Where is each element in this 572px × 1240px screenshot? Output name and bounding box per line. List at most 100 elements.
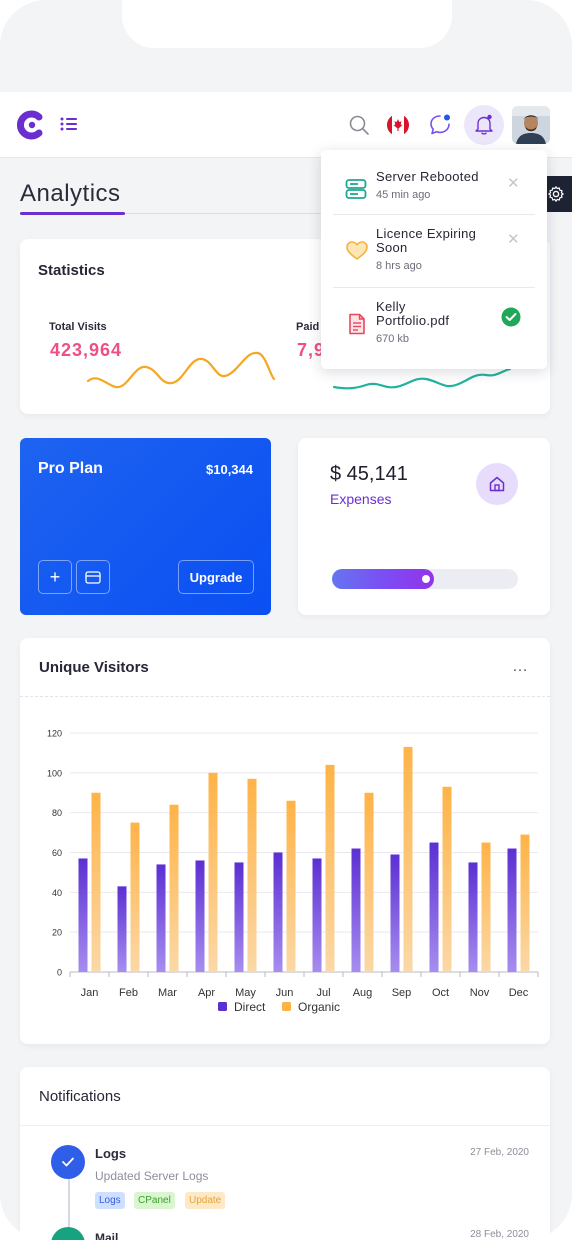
close-icon[interactable]: ✕ xyxy=(507,175,520,192)
dropdown-separator xyxy=(333,287,535,288)
notification-subtitle: Updated Server Logs xyxy=(95,1169,209,1183)
notifications-divider xyxy=(20,1125,550,1126)
legend-label-direct: Direct xyxy=(234,1000,266,1014)
bar-organic xyxy=(442,786,452,972)
more-options-button[interactable]: … xyxy=(512,658,529,675)
y-tick-label: 80 xyxy=(52,808,62,818)
bar-organic xyxy=(403,746,413,972)
x-tick-label: Feb xyxy=(119,987,138,999)
search-button[interactable] xyxy=(342,108,376,142)
expenses-label: Expenses xyxy=(330,491,392,507)
notification-date-mail: 28 Feb, 2020 xyxy=(470,1229,529,1240)
expenses-card: $ 45,141 Expenses xyxy=(298,438,550,615)
title-underline xyxy=(20,212,125,215)
home-icon xyxy=(489,476,505,492)
credit-card-icon xyxy=(85,570,101,584)
home-button[interactable] xyxy=(476,463,518,505)
phone-notch xyxy=(122,0,452,48)
card-divider xyxy=(20,696,550,697)
bar-direct xyxy=(195,860,205,972)
x-tick-label: Jan xyxy=(81,987,99,999)
x-tick-label: Oct xyxy=(432,987,449,999)
notifications-button[interactable] xyxy=(464,105,504,145)
bar-direct xyxy=(78,858,88,972)
dropdown-item-title-cont: Soon xyxy=(376,240,408,255)
bar-direct xyxy=(312,858,322,972)
expenses-progress-fill xyxy=(332,569,435,589)
total-visits-sparkline xyxy=(86,351,276,389)
dropdown-item-server[interactable]: Server Rebooted 45 min ago ✕ xyxy=(333,164,535,214)
logo-icon[interactable] xyxy=(17,110,47,140)
x-tick-label: Mar xyxy=(158,987,177,999)
avatar[interactable] xyxy=(512,106,550,144)
dropdown-item-licence[interactable]: Licence Expiring Soon 8 hrs ago ✕ xyxy=(333,222,535,286)
bar-organic xyxy=(481,842,491,972)
bar-organic xyxy=(325,764,335,972)
total-visits-value: 423,964 xyxy=(50,340,123,360)
bar-direct xyxy=(117,886,127,972)
bar-direct xyxy=(156,864,166,972)
expenses-value: $ 45,141 xyxy=(330,463,408,485)
card-button[interactable] xyxy=(76,560,110,594)
tag-logs[interactable]: Logs xyxy=(95,1192,125,1209)
legend-label-organic: Organic xyxy=(298,1000,340,1014)
bar-organic xyxy=(520,834,530,972)
tag-cpanel[interactable]: CPanel xyxy=(134,1192,175,1209)
dropdown-item-time: 8 hrs ago xyxy=(376,260,422,272)
dropdown-separator xyxy=(333,214,535,215)
dropdown-item-time: 45 min ago xyxy=(376,189,431,201)
x-tick-label: Jul xyxy=(316,987,330,999)
bar-direct xyxy=(429,842,439,972)
bar-organic xyxy=(364,792,374,972)
unique-visitors-title: Unique Visitors xyxy=(39,659,149,676)
notifications-dropdown: Server Rebooted 45 min ago ✕ Licence Exp… xyxy=(321,150,547,369)
x-tick-label: Aug xyxy=(353,987,373,999)
y-tick-label: 60 xyxy=(52,848,62,858)
unique-visitors-card: Unique Visitors … 0 20 40 60 80 100 120 Jan Feb M… xyxy=(20,638,550,1044)
pro-plan-price: $10,344 xyxy=(206,462,253,477)
server-icon xyxy=(345,179,367,199)
notifications-card: Notifications Logs Updated Server Logs 2… xyxy=(20,1067,550,1240)
add-button[interactable]: + xyxy=(38,560,72,594)
y-tick-label: 100 xyxy=(47,768,62,778)
pro-plan-card: Pro Plan $10,344 + Upgrade xyxy=(20,438,271,615)
language-button[interactable] xyxy=(381,108,415,142)
tag-update[interactable]: Update xyxy=(185,1192,226,1209)
timeline-dot-logs xyxy=(51,1145,85,1179)
x-tick-label: Sep xyxy=(392,987,412,999)
expenses-progress xyxy=(332,569,518,589)
pro-plan-title: Pro Plan xyxy=(38,460,103,477)
upgrade-button[interactable]: Upgrade xyxy=(178,560,254,594)
top-navbar xyxy=(0,92,572,158)
expenses-progress-knob xyxy=(422,575,431,583)
legend-swatch-organic xyxy=(282,1002,291,1011)
close-icon[interactable]: ✕ xyxy=(507,231,520,248)
x-tick-label: Apr xyxy=(198,987,215,999)
x-tick-label: Nov xyxy=(470,987,490,999)
notification-date: 27 Feb, 2020 xyxy=(470,1147,529,1158)
y-tick-label: 20 xyxy=(52,928,62,938)
x-tick-label: Jun xyxy=(276,987,294,999)
gear-icon xyxy=(548,186,564,202)
dropdown-item-title: Kelly xyxy=(376,299,406,314)
timeline-line xyxy=(68,1167,70,1240)
bar-direct xyxy=(234,862,244,972)
bar-direct xyxy=(351,848,361,972)
statistics-title: Statistics xyxy=(38,262,105,279)
x-tick-label: Dec xyxy=(509,987,529,999)
title-divider xyxy=(125,213,345,214)
menu-icon[interactable] xyxy=(60,116,78,132)
heart-icon xyxy=(346,241,368,260)
timeline-dot-mail xyxy=(51,1227,85,1240)
chat-icon xyxy=(430,114,450,135)
bar-direct xyxy=(468,862,478,972)
paid-value: 7,9 xyxy=(297,340,326,360)
bar-direct xyxy=(273,852,283,972)
bar-organic xyxy=(91,792,101,972)
y-tick-label: 120 xyxy=(47,729,62,739)
dropdown-item-pdf[interactable]: Kelly Portfolio.pdf 670 kb xyxy=(333,295,535,359)
chat-button[interactable] xyxy=(423,108,457,142)
y-tick-label: 0 xyxy=(57,968,62,978)
unique-visitors-chart: 0 20 40 60 80 100 120 Jan Feb Mar Apr May Jun Jul Aug S… xyxy=(47,729,539,1014)
plus-icon: + xyxy=(49,566,61,587)
